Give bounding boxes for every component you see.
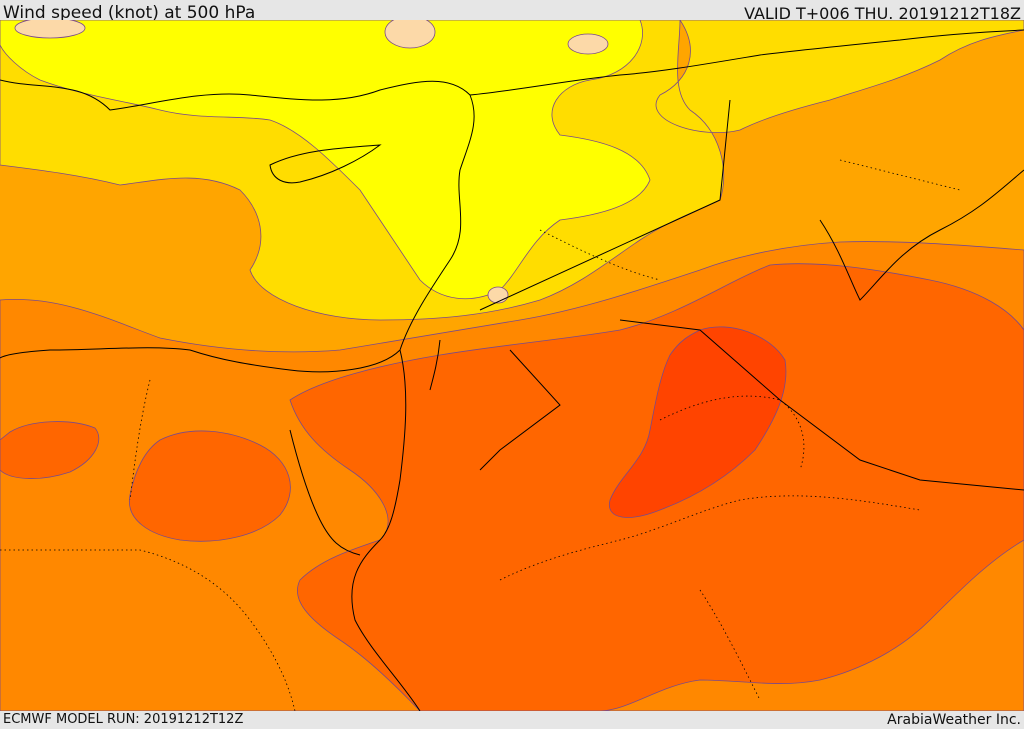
band-very-light-3 — [567, 33, 609, 55]
band-dark-orange-west — [128, 430, 291, 542]
coastlines — [0, 29, 1024, 711]
model-run: ECMWF MODEL RUN: 20191212T12Z — [3, 712, 244, 727]
band-very-light-4 — [487, 286, 509, 304]
map-title: Wind speed (knot) at 500 hPa — [3, 3, 256, 23]
band-yellow — [0, 20, 651, 300]
band-very-light-2 — [384, 20, 436, 49]
map-header: Wind speed (knot) at 500 hPa VALID T+006… — [0, 0, 1024, 23]
band-red-orange — [609, 326, 787, 518]
wind-speed-map — [0, 20, 1024, 711]
map-footer: ECMWF MODEL RUN: 20191212T12Z ArabiaWeat… — [0, 711, 1024, 729]
band-dark-orange-west-2 — [0, 421, 100, 479]
map-svg — [0, 20, 1024, 711]
dotted-boundaries — [0, 159, 961, 711]
credit: ArabiaWeather Inc. — [887, 712, 1021, 728]
valid-time: VALID T+006 THU. 20191212T18Z — [744, 4, 1021, 23]
band-very-light-1 — [14, 20, 86, 39]
